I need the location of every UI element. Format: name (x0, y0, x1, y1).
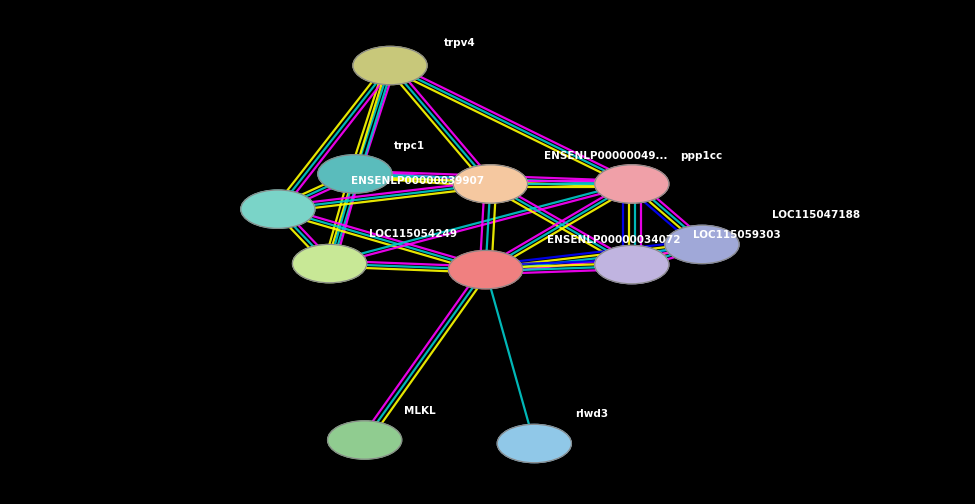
Circle shape (292, 244, 367, 283)
Text: ppp1cc: ppp1cc (681, 151, 722, 161)
Text: LOC115047188: LOC115047188 (772, 210, 860, 220)
Text: MLKL: MLKL (404, 406, 435, 416)
Text: LOC115054249: LOC115054249 (369, 229, 456, 239)
Circle shape (328, 421, 402, 459)
Circle shape (353, 46, 427, 85)
Text: rlwd3: rlwd3 (575, 409, 608, 419)
Circle shape (318, 155, 392, 193)
Text: ENSENLP00000049...: ENSENLP00000049... (544, 151, 668, 161)
Circle shape (241, 190, 315, 228)
Text: trpc1: trpc1 (394, 141, 425, 151)
Text: ENSENLP00000039907: ENSENLP00000039907 (351, 176, 485, 186)
Circle shape (497, 424, 571, 463)
Text: trpv4: trpv4 (444, 38, 476, 48)
Circle shape (595, 165, 669, 203)
Circle shape (453, 165, 527, 203)
Text: LOC115059303: LOC115059303 (693, 230, 781, 240)
Circle shape (595, 245, 669, 284)
Circle shape (665, 225, 739, 264)
Circle shape (448, 250, 523, 289)
Text: ENSENLP00000034072: ENSENLP00000034072 (547, 235, 681, 245)
